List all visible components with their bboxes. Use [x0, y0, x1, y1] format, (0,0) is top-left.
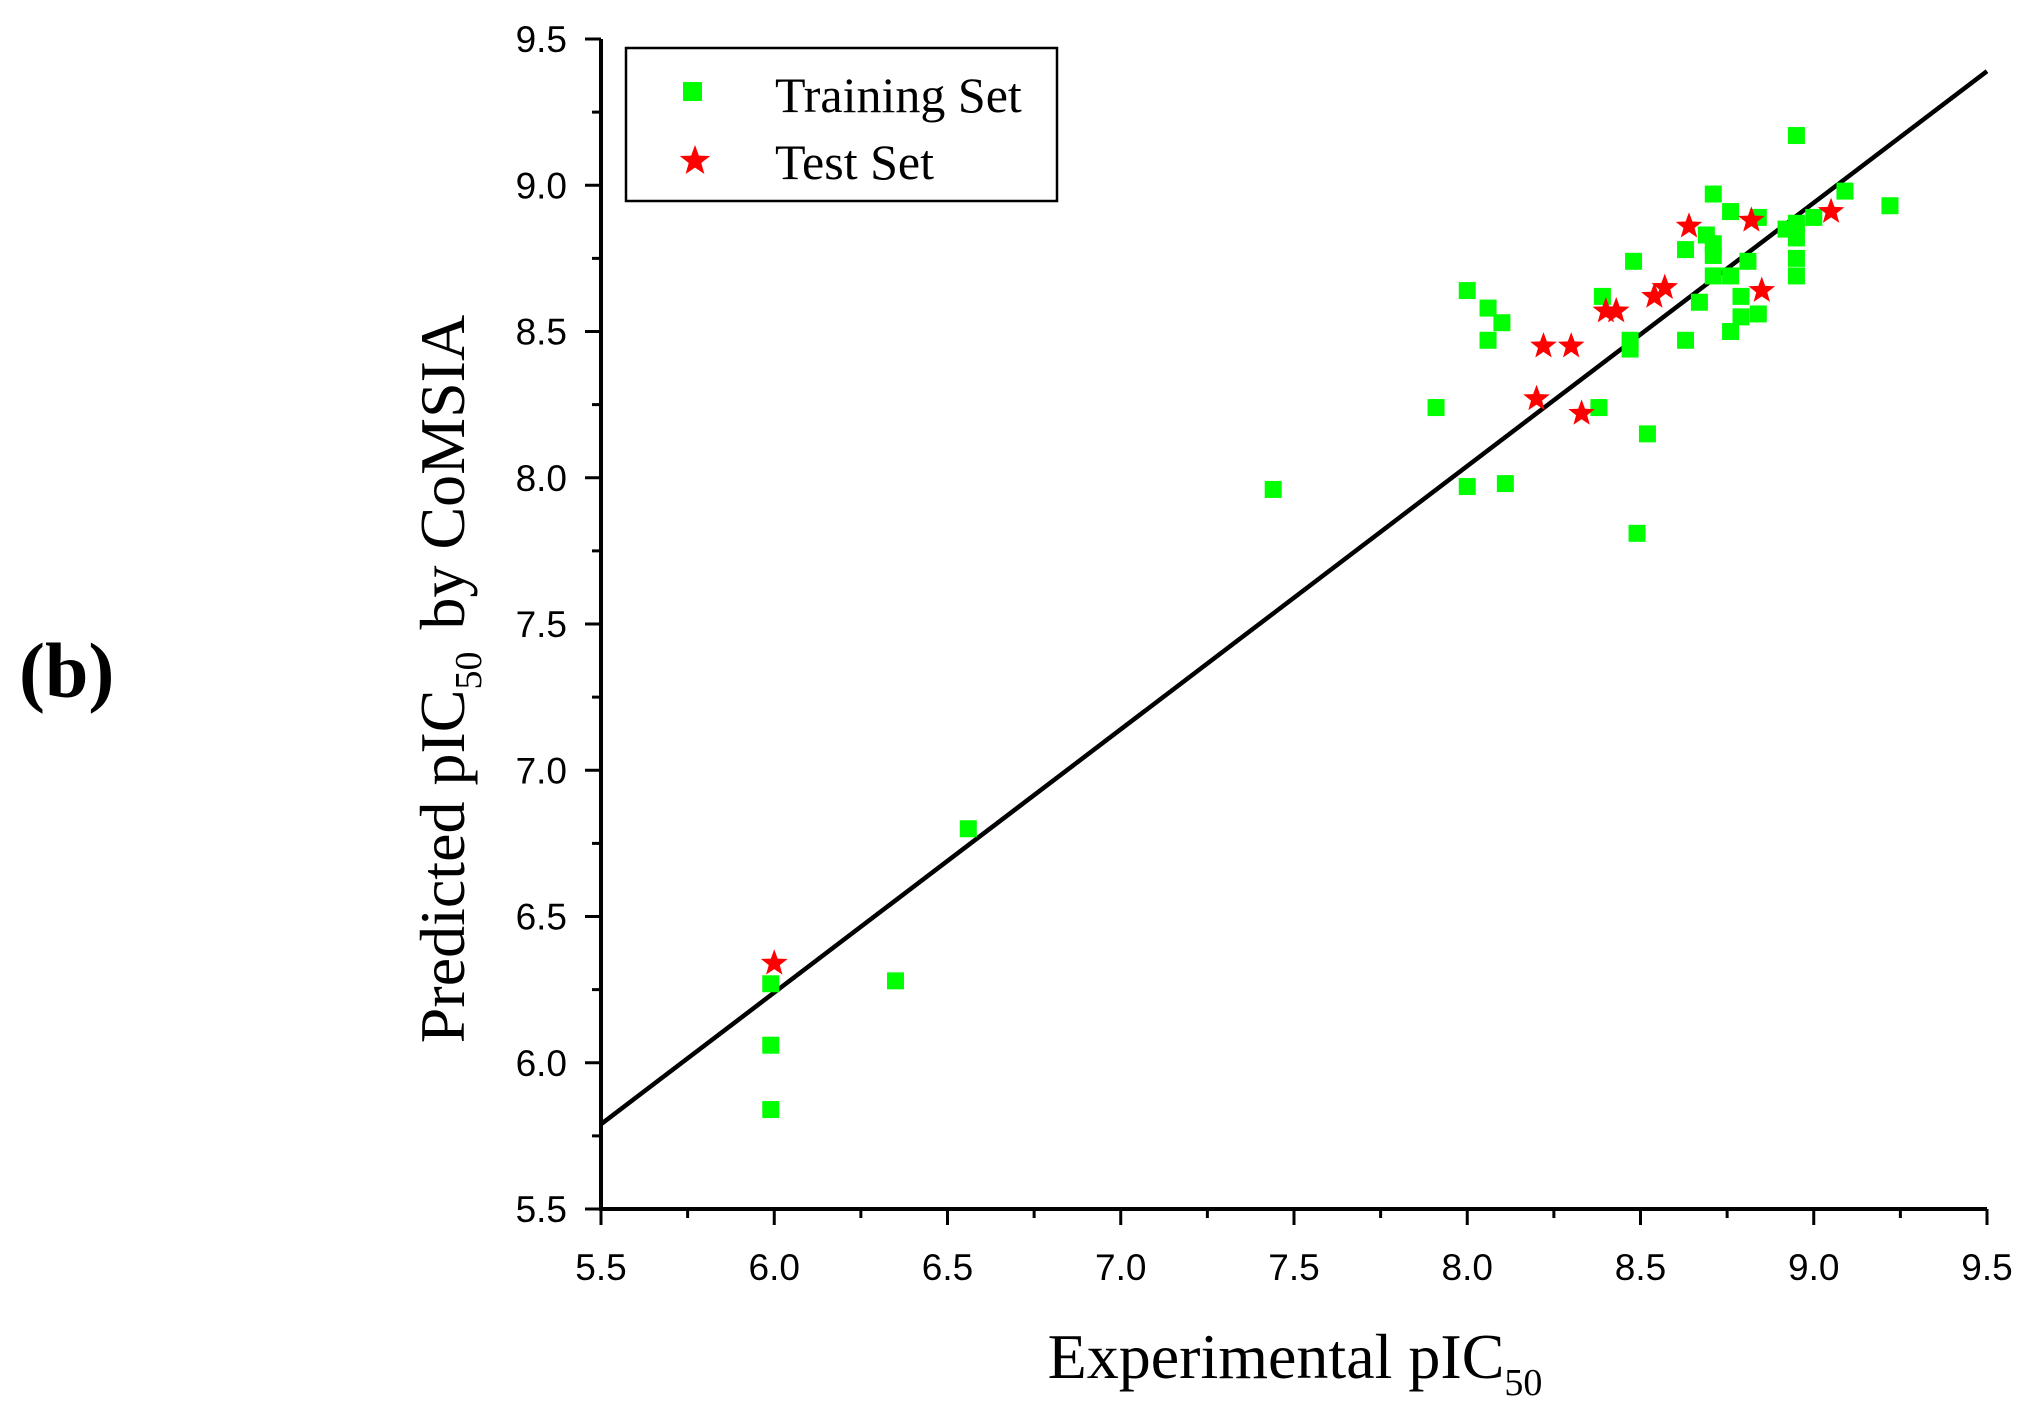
legend-test-set-marker: [679, 145, 711, 174]
training-set-point: [1836, 182, 1854, 200]
training-set-point: [762, 1101, 780, 1119]
y-tick-label: 6.0: [516, 1043, 567, 1084]
test-set-point: [760, 949, 788, 975]
test-set-point: [1530, 332, 1557, 358]
test-set-point: [1675, 212, 1703, 238]
training-set-point: [1787, 249, 1805, 267]
legend: Training Set Test Set: [624, 46, 1059, 203]
training-set-point: [1722, 323, 1740, 340]
training-set-point: [1704, 267, 1722, 285]
training-set-point: [1732, 308, 1750, 326]
test-set-point: [1641, 282, 1668, 308]
test-set-point: [1738, 206, 1765, 232]
training-set-point: [1593, 287, 1611, 305]
training-set-point: [1749, 305, 1767, 323]
training-set-series: [762, 127, 1899, 1119]
y-tick-label: 8.5: [516, 312, 567, 353]
training-set-point: [1722, 267, 1740, 285]
training-set-point: [1479, 331, 1497, 349]
training-set-point: [1677, 241, 1695, 259]
x-axis-title: Experimental pIC50: [1048, 1321, 1543, 1404]
test-set-point: [1748, 276, 1776, 302]
test-set-point: [1523, 384, 1550, 411]
training-set-point: [1787, 127, 1805, 145]
training-set-point: [1787, 229, 1805, 247]
y-tick-label: 9.5: [516, 19, 567, 60]
x-tick-label: 9.0: [1788, 1247, 1839, 1288]
training-set-point: [1787, 214, 1805, 232]
training-set-point: [1704, 185, 1722, 203]
x-tick-label: 6.5: [922, 1247, 973, 1288]
training-set-point: [1787, 267, 1805, 285]
regression-line: [599, 69, 1989, 1126]
legend-training-set-marker: [683, 82, 702, 101]
y-tick-label: 6.5: [516, 897, 567, 938]
training-set-point: [762, 975, 780, 993]
training-set-point: [887, 972, 905, 990]
test-set-point: [1602, 297, 1630, 323]
x-tick-label: 8.0: [1442, 1247, 1493, 1288]
axis-ticks: [585, 37, 1989, 1225]
training-set-point: [1621, 340, 1639, 358]
x-axis-title-subscript: 50: [1504, 1362, 1542, 1404]
legend-training-set-label: Training Set: [775, 67, 1022, 123]
x-axis-title-text: Experimental pIC: [1048, 1321, 1505, 1392]
y-axis-title: Predicted pIC50 by CoMSIA: [407, 315, 490, 1043]
x-tick-label: 5.5: [575, 1247, 626, 1288]
y-axis-title-subscript: 50: [448, 652, 490, 690]
training-set-point: [1496, 475, 1514, 493]
training-set-point: [1625, 252, 1643, 270]
panel-label: (b): [19, 627, 114, 714]
training-set-point: [1704, 246, 1722, 264]
test-set-point: [1592, 297, 1620, 323]
training-set-point: [1739, 252, 1757, 270]
training-set-point: [1479, 299, 1497, 317]
y-axis-title-text: Predicted pIC: [407, 690, 478, 1044]
training-set-point: [1722, 203, 1740, 221]
x-tick-label: 7.0: [1095, 1247, 1146, 1288]
training-set-point: [1628, 524, 1646, 542]
y-tick-label: 7.0: [516, 750, 567, 791]
test-set-series: [760, 197, 1845, 975]
legend-test-set-label: Test Set: [775, 134, 934, 190]
y-tick-label: 9.0: [516, 165, 567, 206]
test-set-point: [1557, 332, 1585, 358]
y-tick-labels: 5.5 6.0 6.5 7.0 7.5 8.0 8.5 9.0 9.5: [516, 19, 567, 1230]
training-set-point: [1690, 293, 1708, 311]
training-set-point: [1881, 197, 1899, 215]
test-set-point: [1568, 399, 1595, 425]
training-set-point: [1458, 282, 1476, 300]
training-set-point: [762, 1036, 780, 1054]
y-tick-label: 8.0: [516, 458, 567, 499]
training-set-point: [1805, 208, 1823, 226]
training-set-point: [1493, 314, 1511, 332]
x-tick-label: 8.5: [1615, 1247, 1666, 1288]
training-set-point: [1732, 287, 1750, 305]
test-set-point: [1817, 197, 1845, 223]
x-tick-labels: 5.5 6.0 6.5 7.0 7.5 8.0 8.5 9.0 9.5: [575, 1247, 2012, 1288]
training-set-point: [1427, 399, 1445, 417]
training-set-point: [1638, 425, 1656, 443]
x-tick-label: 9.5: [1961, 1247, 2012, 1288]
x-tick-label: 6.0: [749, 1247, 800, 1288]
y-tick-label: 7.5: [516, 604, 567, 645]
regression-layer: [599, 69, 1989, 1126]
training-set-point: [959, 820, 977, 838]
training-set-point: [1264, 480, 1282, 498]
y-tick-label: 5.5: [516, 1189, 567, 1230]
legend-box: [624, 46, 1059, 203]
y-axis-title-suffix: by CoMSIA: [407, 315, 478, 630]
training-set-point: [1590, 399, 1608, 417]
x-tick-label: 7.5: [1268, 1247, 1319, 1288]
training-set-point: [1677, 331, 1695, 349]
test-set-point: [1651, 273, 1679, 299]
training-set-point: [1458, 478, 1476, 496]
plot-area: 5.5 6.0 6.5 7.0 7.5 8.0 8.5 9.0 9.5 5.5 6.0 6.5 7.0…: [516, 19, 2013, 1288]
